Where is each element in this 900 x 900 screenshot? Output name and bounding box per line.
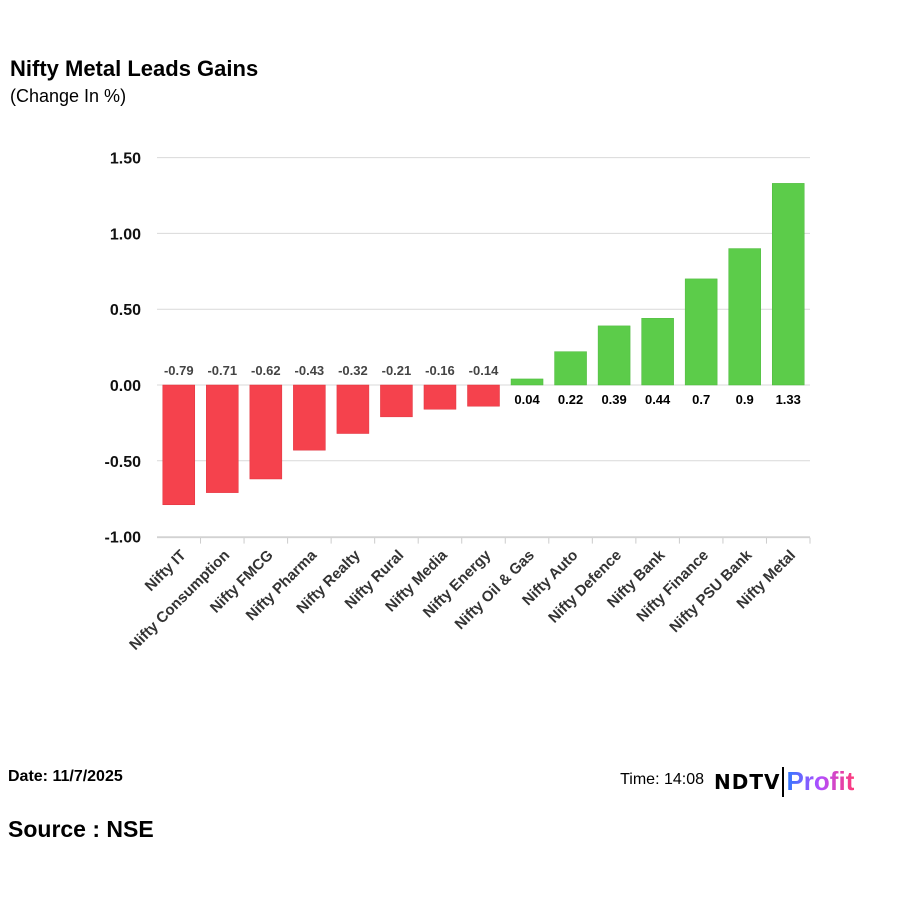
bar xyxy=(336,384,370,434)
bar xyxy=(510,378,544,386)
data-label: 0.44 xyxy=(645,392,671,407)
chart-title: Nifty Metal Leads Gains xyxy=(10,56,259,81)
logo-profit: Profit xyxy=(786,766,855,796)
data-label: -0.43 xyxy=(295,363,325,378)
ndtv-profit-logo: NDTV Profit xyxy=(714,766,854,797)
bar xyxy=(206,384,239,493)
y-tick-label: 1.50 xyxy=(110,151,141,168)
bar xyxy=(293,384,326,451)
source-label: Source : NSE xyxy=(8,816,154,842)
data-label: 1.33 xyxy=(776,392,801,407)
bar xyxy=(641,318,674,386)
data-label: -0.32 xyxy=(338,363,368,378)
data-label: -0.79 xyxy=(164,363,194,378)
data-label: 0.04 xyxy=(514,392,540,407)
bar xyxy=(684,278,718,386)
data-label: -0.14 xyxy=(469,363,499,378)
data-label: 0.7 xyxy=(692,392,710,407)
bar xyxy=(771,183,805,386)
bar xyxy=(380,384,413,418)
data-label: -0.16 xyxy=(425,363,455,378)
logo-ndtv: NDTV xyxy=(714,769,781,794)
date-label: Date: 11/7/2025 xyxy=(8,768,123,785)
bar xyxy=(728,248,761,386)
data-label: 0.39 xyxy=(601,392,626,407)
bar xyxy=(467,384,500,407)
bar xyxy=(554,351,587,386)
bar xyxy=(423,384,457,410)
y-tick-label: -0.50 xyxy=(105,454,142,471)
bar xyxy=(162,384,196,506)
data-label: -0.21 xyxy=(382,363,412,378)
y-tick-label: 0.00 xyxy=(110,378,141,395)
time-label: Time: 14:08 xyxy=(620,771,704,788)
data-label: 0.22 xyxy=(558,392,583,407)
bar xyxy=(597,325,631,386)
y-tick-label: 1.00 xyxy=(110,226,141,243)
data-label: -0.71 xyxy=(207,363,237,378)
chart-subtitle: (Change In %) xyxy=(10,86,127,106)
logo-separator xyxy=(782,766,785,797)
y-tick-label: -1.00 xyxy=(105,530,142,547)
bar xyxy=(249,384,283,480)
data-label: 0.9 xyxy=(736,392,754,407)
y-tick-label: 0.50 xyxy=(110,302,141,319)
data-label: -0.62 xyxy=(251,363,281,378)
